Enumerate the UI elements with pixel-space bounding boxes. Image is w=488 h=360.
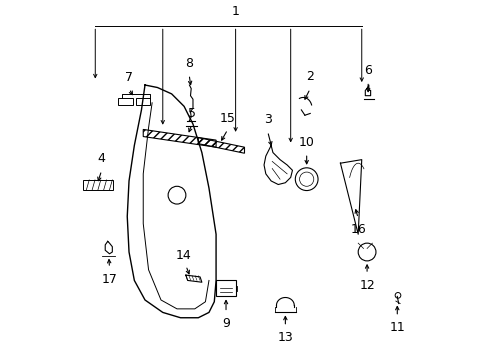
Text: 3: 3 (263, 113, 271, 126)
Text: 16: 16 (349, 222, 366, 235)
Bar (216, 280, 235, 296)
Text: 14: 14 (175, 249, 191, 262)
Text: 15: 15 (220, 112, 235, 125)
Text: 10: 10 (298, 136, 314, 149)
Bar (82, 180, 113, 190)
Text: 5: 5 (187, 107, 196, 120)
Bar (118, 98, 132, 104)
Text: 9: 9 (222, 317, 229, 330)
Text: 8: 8 (184, 57, 193, 70)
Text: 2: 2 (305, 70, 313, 83)
Text: 7: 7 (125, 71, 133, 84)
Text: 11: 11 (388, 321, 405, 334)
Text: 6: 6 (364, 64, 371, 77)
Text: 17: 17 (102, 273, 117, 285)
Bar (136, 98, 150, 104)
Text: 13: 13 (277, 331, 293, 344)
Text: 1: 1 (231, 5, 239, 18)
Text: 4: 4 (98, 152, 105, 165)
Text: 12: 12 (359, 279, 374, 292)
